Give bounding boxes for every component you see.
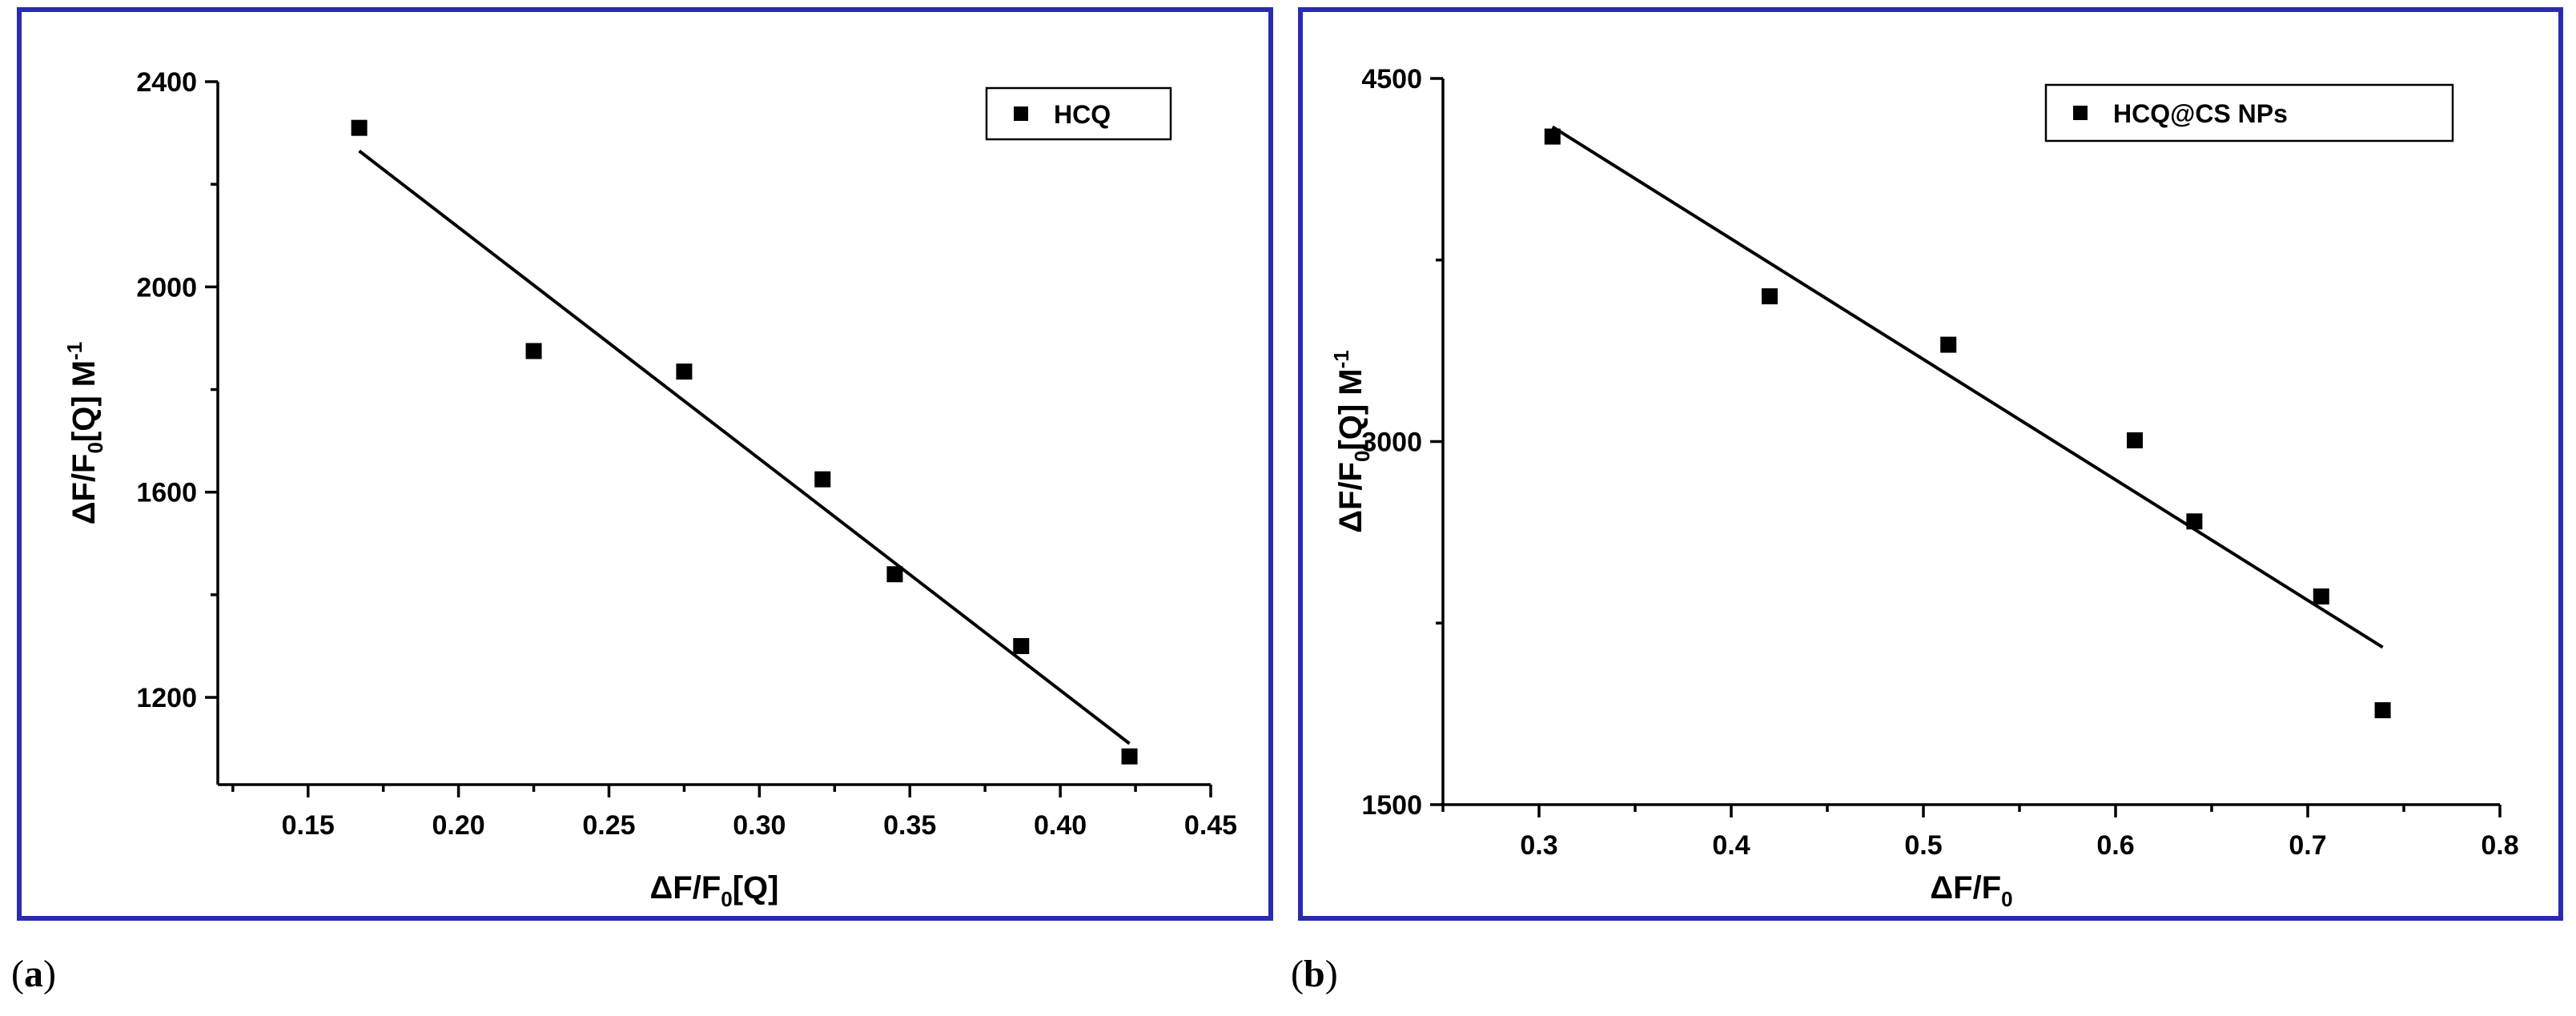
data-point [1762,288,1778,305]
x-tick-label: 0.8 [2481,830,2518,861]
x-tick-label: 0.25 [582,810,635,841]
x-axis-title: ΔF/F0 [1930,870,2012,911]
panel-a-label: (a) [11,953,56,995]
data-point [1013,637,1030,654]
legend-box [2044,83,2454,143]
y-axis-title: ΔF/F0[Q] M-1 [62,342,107,525]
fit-line [1551,125,2384,649]
data-point [676,363,693,380]
x-tick-label: 0.45 [1184,810,1237,841]
x-tick-label: 0.3 [1520,830,1557,861]
x-tick-label: 0.30 [733,810,786,841]
y-tick-label: 1200 [136,683,197,713]
data-point [886,566,903,583]
legend: HCQ [985,86,1172,141]
x-tick-label: 0.5 [1904,830,1942,861]
data-point [2313,588,2329,604]
x-axis-title: ΔF/F0[Q] [650,870,779,911]
fit-line [358,149,1131,745]
legend-label: HCQ@CS NPs [2113,99,2288,128]
panel-a: 0.15 0.20 0.25 0.30 0.35 0.40 0.45 1200 1600 2000… [11,7,1273,995]
legend-marker [1014,106,1028,121]
x-tick-label: 0.35 [883,810,936,841]
x-tick-label: 0.15 [282,810,335,841]
data-point [2127,432,2143,448]
panel-b: 0.3 0.4 0.5 0.6 0.7 0.8 1500 3000 4500 HCQ@CS NPs… [1291,7,2563,995]
y-tick-label: 3000 [1361,428,1422,458]
data-point [1940,336,1957,353]
plot-a: 0.15 0.20 0.25 0.30 0.35 0.40 0.45 1200 1600 2000… [62,67,1237,911]
x-tick-label: 0.7 [2289,830,2326,861]
data-point [1544,128,1561,145]
legend: HCQ@CS NPs [2044,83,2454,143]
y-tick-label: 1500 [1361,790,1422,821]
panel-b-frame [1298,7,2563,921]
panel-b-label: (b) [1291,953,1338,995]
x-tick-label: 0.4 [1712,830,1750,861]
legend-marker [2073,106,2088,120]
y-tick-label: 2400 [136,67,197,98]
data-point [2374,702,2391,719]
data-point [351,119,368,136]
data-point [1121,748,1138,765]
y-tick-label: 1600 [136,478,197,508]
data-point [2186,513,2203,530]
data-point [814,471,831,488]
panel-b-letter: b [1304,953,1325,995]
x-tick-label: 0.40 [1034,810,1087,841]
panel-a-letter: a [24,953,43,995]
x-tick-label: 0.20 [432,810,485,841]
panel-a-frame [17,7,1273,921]
legend-label: HCQ [1054,100,1111,129]
y-axis-title: ΔF/F0[Q] M-1 [1329,350,1374,533]
y-tick-label: 2000 [136,272,197,303]
data-point [525,343,542,359]
y-tick-label: 4500 [1361,64,1422,94]
plot-b: 0.3 0.4 0.5 0.6 0.7 0.8 1500 3000 4500 HCQ@CS NPs… [1329,64,2519,911]
x-tick-label: 0.6 [2096,830,2134,861]
